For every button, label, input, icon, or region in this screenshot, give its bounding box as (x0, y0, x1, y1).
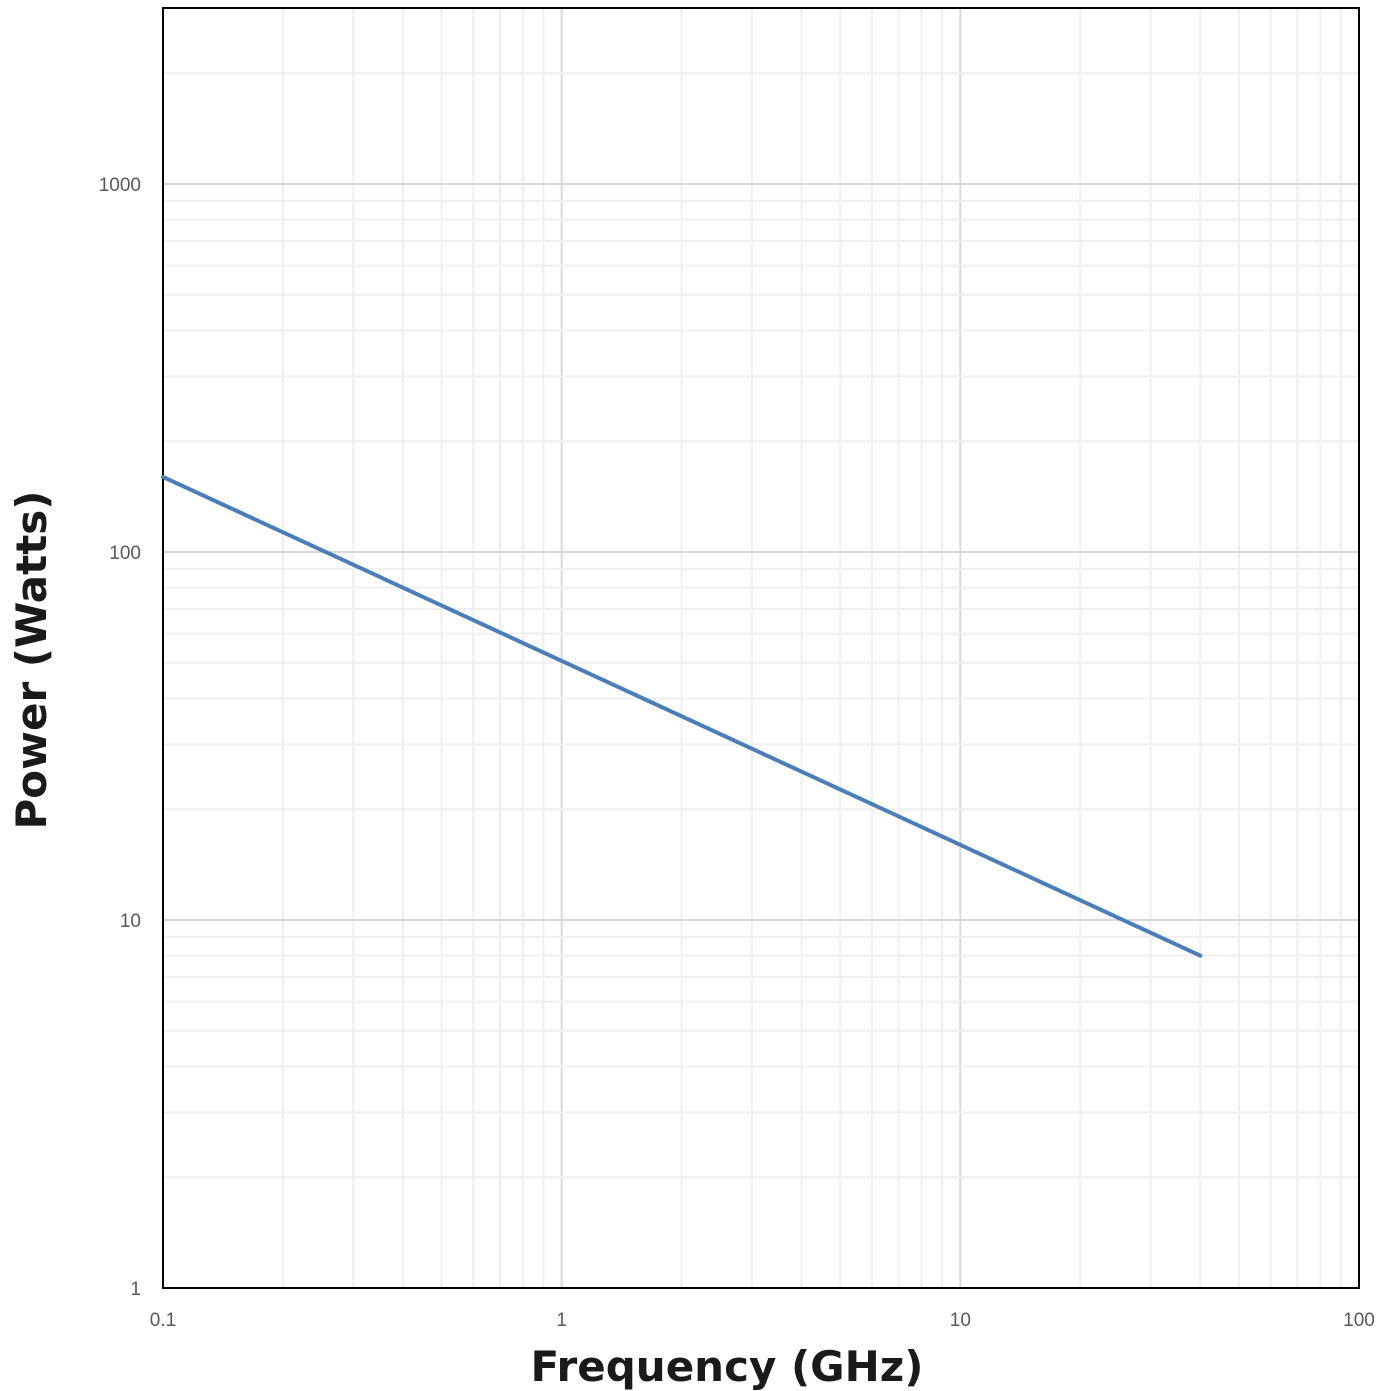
y-tick-label: 10 (120, 911, 141, 932)
y-tick-label: 1 (130, 1279, 141, 1300)
y-tick-label: 1000 (99, 175, 141, 196)
gridlines (163, 8, 1359, 1288)
x-axis-tick-labels: 0.1 1 10 100 (150, 1310, 1375, 1331)
series-line-1 (161, 474, 1203, 958)
plot-area-frame (162, 7, 1360, 1289)
series-layer (161, 474, 1203, 958)
x-tick-label: 0.1 (150, 1310, 176, 1331)
x-tick-label: 1 (556, 1310, 567, 1331)
y-tick-label: 100 (109, 543, 141, 564)
y-axis-title: Power (Watts) (7, 491, 56, 830)
x-tick-label: 10 (950, 1310, 971, 1331)
x-axis-title: Frequency (GHz) (531, 1342, 924, 1391)
x-tick-label: 100 (1343, 1310, 1375, 1331)
y-axis-tick-labels: 1 10 100 1000 (99, 175, 141, 1300)
